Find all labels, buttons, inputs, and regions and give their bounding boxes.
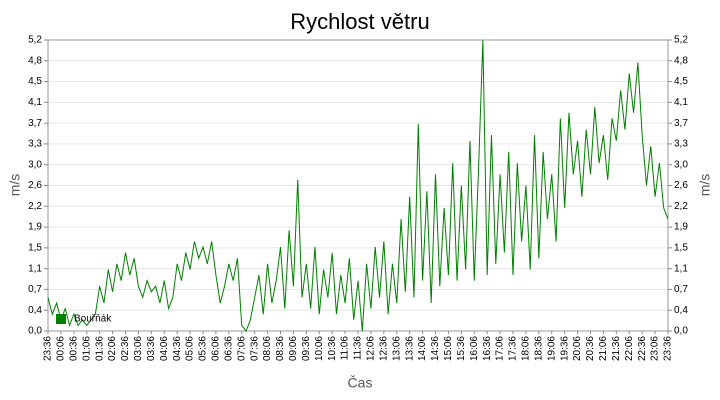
y2-tick-label: 5,2 bbox=[674, 35, 688, 46]
x-tick-label: 17:06 bbox=[495, 336, 506, 361]
chart-title: Rychlost větru bbox=[290, 9, 429, 34]
x-tick-label: 10:06 bbox=[314, 336, 325, 361]
y2-tick-label: 3,7 bbox=[674, 118, 688, 129]
x-tick-label: 15:36 bbox=[456, 336, 467, 361]
x-axis-label: Čas bbox=[348, 375, 373, 391]
x-tick-label: 03:06 bbox=[133, 336, 144, 361]
y2-tick-label: 1,1 bbox=[674, 263, 688, 274]
x-tick-label: 20:06 bbox=[572, 336, 583, 361]
x-tick-label: 12:36 bbox=[378, 336, 389, 361]
x-tick-label: 20:36 bbox=[585, 336, 596, 361]
y-tick-label: 4,1 bbox=[28, 97, 42, 108]
x-tick-label: 23:36 bbox=[43, 336, 54, 361]
x-tick-label: 23:06 bbox=[650, 336, 661, 361]
legend-label: Bouřňák bbox=[74, 314, 112, 325]
x-tick-label: 12:06 bbox=[366, 336, 377, 361]
y-tick-label: 4,5 bbox=[28, 76, 42, 87]
y-tick-label: 2,2 bbox=[28, 201, 42, 212]
y-tick-label: 0,4 bbox=[28, 305, 42, 316]
legend-swatch bbox=[56, 314, 66, 324]
y2-tick-label: 4,5 bbox=[674, 76, 688, 87]
data-line bbox=[47, 39, 669, 333]
y-tick-label: 3,0 bbox=[28, 159, 42, 170]
x-tick-label: 07:06 bbox=[236, 336, 247, 361]
y-tick-label: 3,7 bbox=[28, 118, 42, 129]
x-tick-label: 23:36 bbox=[663, 336, 674, 361]
x-tick-label: 04:36 bbox=[172, 336, 183, 361]
x-tick-label: 13:06 bbox=[391, 336, 402, 361]
x-tick-label: 02:06 bbox=[107, 336, 118, 361]
x-tick-label: 09:36 bbox=[301, 336, 312, 361]
y2-tick-label: 0,7 bbox=[674, 284, 688, 295]
x-tick-label: 16:36 bbox=[482, 336, 493, 361]
x-tick-label: 01:06 bbox=[81, 336, 92, 361]
x-tick-label: 08:36 bbox=[275, 336, 286, 361]
y2-tick-label: 0,0 bbox=[674, 326, 688, 337]
y2-tick-label: 3,3 bbox=[674, 139, 688, 150]
x-tick-label: 11:06 bbox=[340, 336, 351, 361]
y2-tick-label: 2,2 bbox=[674, 201, 688, 212]
y2-tick-label: 4,8 bbox=[674, 55, 688, 66]
y2-axis-label: m/s bbox=[697, 174, 713, 197]
x-tick-label: 22:06 bbox=[624, 336, 635, 361]
x-tick-label: 09:06 bbox=[288, 336, 299, 361]
y2-tick-label: 2,6 bbox=[674, 180, 688, 191]
y-tick-label: 1,5 bbox=[28, 242, 42, 253]
x-tick-label: 13:36 bbox=[404, 336, 415, 361]
x-tick-label: 17:36 bbox=[508, 336, 519, 361]
y-tick-label: 3,3 bbox=[28, 139, 42, 150]
y-tick-label: 5,2 bbox=[28, 35, 42, 46]
y2-tick-label: 4,1 bbox=[674, 97, 688, 108]
x-tick-label: 02:36 bbox=[120, 336, 131, 361]
x-tick-label: 19:06 bbox=[546, 336, 557, 361]
x-tick-label: 00:06 bbox=[56, 336, 67, 361]
x-tick-label: 05:36 bbox=[198, 336, 209, 361]
x-tick-label: 01:36 bbox=[94, 336, 105, 361]
y2-tick-label: 1,5 bbox=[674, 242, 688, 253]
x-tick-label: 06:06 bbox=[211, 336, 222, 361]
x-tick-label: 10:36 bbox=[327, 336, 338, 361]
x-tick-label: 21:06 bbox=[598, 336, 609, 361]
x-tick-label: 14:06 bbox=[417, 336, 428, 361]
x-tick-label: 05:06 bbox=[185, 336, 196, 361]
x-tick-label: 15:06 bbox=[443, 336, 454, 361]
y-tick-label: 0,7 bbox=[28, 284, 42, 295]
y2-tick-label: 1,9 bbox=[674, 222, 688, 233]
y2-tick-label: 0,4 bbox=[674, 305, 688, 316]
x-tick-label: 00:36 bbox=[68, 336, 79, 361]
x-tick-label: 04:06 bbox=[159, 336, 170, 361]
x-tick-label: 22:36 bbox=[637, 336, 648, 361]
x-tick-label: 21:36 bbox=[611, 336, 622, 361]
x-tick-label: 06:36 bbox=[223, 336, 234, 361]
y-tick-label: 1,9 bbox=[28, 222, 42, 233]
x-tick-label: 03:36 bbox=[146, 336, 157, 361]
x-tick-label: 19:36 bbox=[559, 336, 570, 361]
x-tick-label: 08:06 bbox=[262, 336, 273, 361]
x-tick-label: 07:36 bbox=[249, 336, 260, 361]
y-tick-label: 1,1 bbox=[28, 263, 42, 274]
x-tick-label: 14:36 bbox=[430, 336, 441, 361]
y2-tick-label: 3,0 bbox=[674, 159, 688, 170]
x-tick-label: 11:36 bbox=[353, 336, 364, 361]
x-tick-label: 16:06 bbox=[469, 336, 480, 361]
y-tick-label: 4,8 bbox=[28, 55, 42, 66]
y-axis-label: m/s bbox=[7, 174, 23, 197]
y-tick-label: 2,6 bbox=[28, 180, 42, 191]
x-tick-label: 18:36 bbox=[533, 336, 544, 361]
x-tick-label: 18:06 bbox=[521, 336, 532, 361]
y-tick-label: 0,0 bbox=[28, 326, 42, 337]
